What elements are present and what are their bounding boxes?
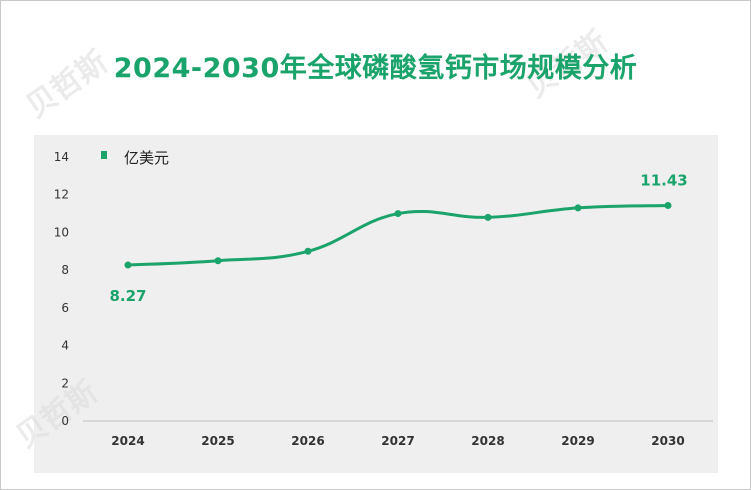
data-point xyxy=(304,247,312,255)
data-point xyxy=(214,257,222,265)
x-tick-label: 2028 xyxy=(471,434,504,448)
x-tick-label: 2025 xyxy=(201,434,234,448)
plot-background xyxy=(34,135,718,473)
y-tick-label: 4 xyxy=(61,339,69,353)
y-tick-label: 6 xyxy=(61,301,69,315)
x-tick-label: 2024 xyxy=(111,434,144,448)
y-tick-label: 12 xyxy=(54,188,69,202)
legend-label: 亿美元 xyxy=(124,149,169,167)
data-label: 11.43 xyxy=(640,171,687,189)
y-tick-label: 14 xyxy=(54,150,69,164)
data-point xyxy=(394,210,402,218)
x-tick-label: 2029 xyxy=(561,434,594,448)
x-tick-label: 2030 xyxy=(651,434,684,448)
y-tick-label: 10 xyxy=(54,225,69,239)
x-tick-label: 2026 xyxy=(291,434,324,448)
data-point xyxy=(484,213,492,221)
data-point xyxy=(664,201,672,209)
y-tick-label: 8 xyxy=(61,263,69,277)
y-tick-label: 0 xyxy=(61,414,69,428)
x-tick-label: 2027 xyxy=(381,434,414,448)
legend-marker xyxy=(101,151,107,159)
data-label: 8.27 xyxy=(109,287,146,305)
data-point xyxy=(574,204,582,212)
chart-title: 2024-2030年全球磷酸氢钙市场规模分析 xyxy=(113,53,638,84)
data-point xyxy=(124,261,132,269)
y-tick-label: 2 xyxy=(61,376,69,390)
